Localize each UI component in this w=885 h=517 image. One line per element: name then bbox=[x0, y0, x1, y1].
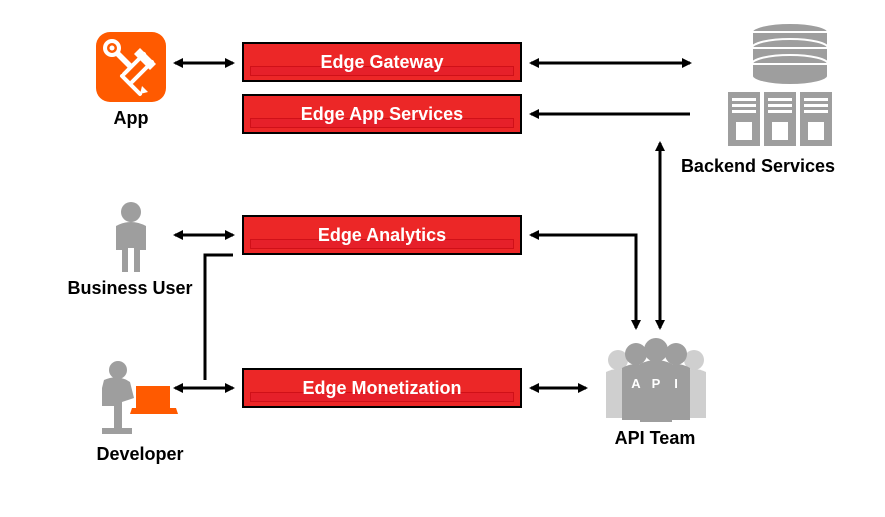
edge-analytics-box: Edge Analytics bbox=[242, 215, 522, 255]
diagram-canvas: App Business User Developer bbox=[0, 0, 885, 517]
business-user-label: Business User bbox=[40, 278, 220, 299]
app-icon bbox=[96, 32, 166, 102]
svg-text:A: A bbox=[631, 376, 641, 391]
edge-monetization-box: Edge Monetization bbox=[242, 368, 522, 408]
edge-gateway-box: Edge Gateway bbox=[242, 42, 522, 82]
edge-monetization-label: Edge Monetization bbox=[303, 378, 462, 399]
api-team-label: API Team bbox=[580, 428, 730, 449]
svg-text:P: P bbox=[652, 376, 661, 391]
edge-gateway-label: Edge Gateway bbox=[320, 52, 443, 73]
edge-app-services-label: Edge App Services bbox=[301, 104, 463, 125]
developer-label: Developer bbox=[60, 444, 220, 465]
arrow-apiteam-analytics bbox=[531, 235, 636, 328]
edge-app-services-box: Edge App Services bbox=[242, 94, 522, 134]
app-label: App bbox=[66, 108, 196, 129]
developer-icon bbox=[92, 358, 182, 438]
backend-services-label: Backend Services bbox=[648, 156, 868, 177]
backend-services-icon bbox=[700, 22, 840, 152]
svg-text:I: I bbox=[674, 376, 678, 391]
edge-analytics-label: Edge Analytics bbox=[318, 225, 446, 246]
api-team-icon: A P I bbox=[596, 338, 716, 422]
arrow-developer-analytics bbox=[205, 255, 233, 380]
business-user-icon bbox=[104, 200, 158, 272]
